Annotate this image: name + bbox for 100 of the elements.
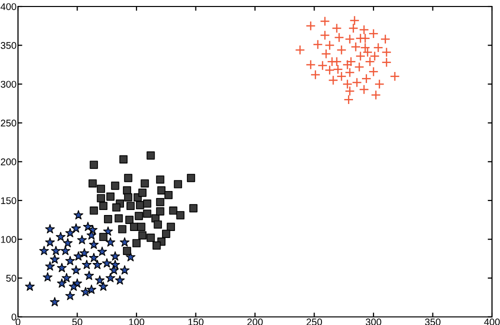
point — [138, 188, 147, 197]
point — [88, 179, 97, 188]
point — [90, 160, 98, 169]
point — [176, 211, 184, 220]
x-tick-label: 350 — [425, 318, 440, 325]
point — [112, 203, 120, 212]
point — [143, 210, 152, 218]
point — [92, 260, 102, 270]
point — [169, 206, 178, 215]
y-tick-label: 50 — [6, 274, 16, 282]
point — [96, 194, 106, 202]
point — [25, 282, 35, 291]
y-tick-label: 150 — [1, 197, 16, 204]
point — [137, 222, 146, 231]
point — [120, 265, 130, 275]
point — [370, 90, 381, 100]
point — [74, 251, 84, 261]
point — [118, 225, 126, 234]
point — [126, 202, 135, 210]
point — [56, 262, 67, 272]
point — [359, 24, 370, 35]
point — [373, 42, 384, 53]
point — [110, 251, 120, 261]
point — [332, 64, 343, 74]
point — [336, 71, 347, 82]
point — [39, 246, 49, 256]
point — [344, 34, 355, 44]
x-tick-label: 0 — [16, 318, 20, 325]
point — [88, 252, 99, 262]
point — [344, 86, 355, 96]
point — [382, 47, 392, 58]
point — [71, 265, 81, 275]
x-tick-label: 300 — [366, 318, 382, 325]
point — [90, 206, 98, 215]
point — [114, 214, 123, 222]
point — [99, 232, 108, 242]
point — [350, 15, 360, 26]
point — [96, 184, 106, 193]
point — [390, 71, 400, 82]
point — [344, 67, 355, 78]
point — [320, 16, 330, 26]
point — [65, 256, 75, 266]
y-tick-label: 200 — [0, 158, 16, 166]
point — [324, 65, 335, 76]
point — [138, 231, 147, 240]
point — [361, 74, 372, 84]
point — [162, 230, 170, 238]
point — [124, 174, 132, 182]
point — [312, 40, 323, 50]
point — [109, 265, 119, 275]
point — [368, 28, 379, 39]
y-tick-label: 300 — [0, 80, 16, 88]
point — [166, 222, 175, 231]
point — [336, 44, 347, 55]
point — [352, 78, 362, 88]
point — [99, 202, 108, 210]
point — [380, 34, 390, 44]
point — [86, 230, 96, 240]
point — [125, 216, 134, 224]
point — [102, 258, 112, 268]
point — [334, 32, 344, 43]
point — [71, 223, 81, 233]
point — [94, 275, 105, 285]
point — [45, 224, 55, 234]
x-tick-label: 400 — [484, 318, 500, 325]
point — [45, 237, 55, 247]
point — [106, 192, 115, 201]
point — [318, 60, 328, 70]
point — [152, 241, 161, 250]
point — [104, 215, 112, 224]
point — [346, 56, 356, 67]
point — [157, 186, 166, 194]
point — [186, 174, 196, 182]
point — [120, 237, 130, 247]
point — [324, 40, 335, 50]
x-tick-label: 200 — [247, 318, 263, 325]
point — [306, 20, 316, 31]
point — [146, 234, 155, 242]
point — [146, 151, 155, 160]
point — [50, 297, 60, 306]
point — [382, 57, 392, 68]
point — [143, 199, 152, 208]
point — [140, 179, 149, 188]
point — [86, 284, 96, 294]
point — [164, 190, 173, 200]
point — [342, 60, 352, 70]
point — [65, 290, 75, 300]
y-tick-label: 0 — [12, 314, 16, 320]
point — [62, 238, 73, 248]
point — [132, 239, 141, 248]
point — [134, 212, 143, 220]
point — [295, 44, 306, 55]
point — [342, 79, 352, 90]
point — [174, 180, 182, 188]
point — [328, 75, 338, 86]
point — [122, 246, 132, 256]
point — [56, 278, 67, 288]
point — [82, 260, 92, 270]
point — [97, 246, 107, 256]
point — [80, 248, 90, 258]
